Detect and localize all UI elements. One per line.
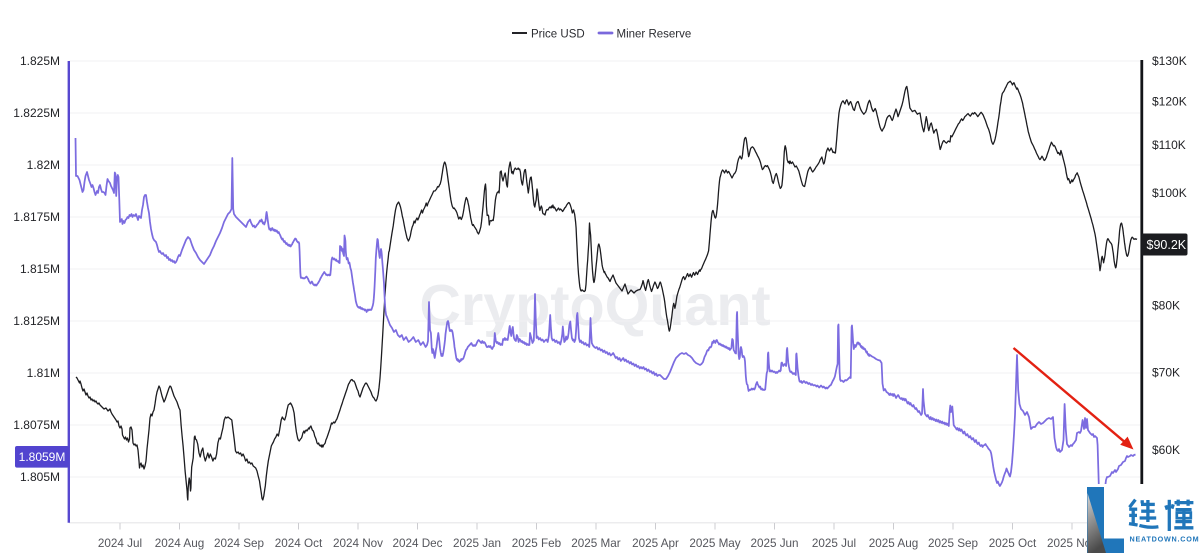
svg-text:1.81M: 1.81M xyxy=(27,366,60,380)
svg-text:2025 May: 2025 May xyxy=(689,537,740,550)
svg-text:2024 Sep: 2024 Sep xyxy=(214,537,265,550)
svg-text:1.8059M: 1.8059M xyxy=(19,450,66,464)
svg-text:2025 Feb: 2025 Feb xyxy=(512,537,562,550)
svg-text:Price USD: Price USD xyxy=(531,28,585,40)
svg-text:2025 Oct: 2025 Oct xyxy=(989,537,1037,550)
svg-text:2024 Aug: 2024 Aug xyxy=(155,537,204,550)
svg-text:2025 Jun: 2025 Jun xyxy=(750,537,798,550)
svg-text:$90.2K: $90.2K xyxy=(1147,238,1187,252)
svg-text:2024 Jul: 2024 Jul xyxy=(98,537,142,550)
svg-text:2025 Apr: 2025 Apr xyxy=(632,537,679,550)
svg-text:$100K: $100K xyxy=(1152,186,1187,200)
svg-text:2025 Nov: 2025 Nov xyxy=(1047,537,1097,550)
svg-text:2025 Aug: 2025 Aug xyxy=(869,537,918,550)
svg-text:CryptoQuant: CryptoQuant xyxy=(419,274,770,338)
svg-text:1.825M: 1.825M xyxy=(20,54,60,68)
svg-text:2024 Oct: 2024 Oct xyxy=(275,537,323,550)
svg-text:$70K: $70K xyxy=(1152,366,1180,380)
svg-text:2025 Mar: 2025 Mar xyxy=(571,537,620,550)
svg-text:2024 Nov: 2024 Nov xyxy=(333,537,383,550)
svg-text:$120K: $120K xyxy=(1152,95,1187,109)
svg-text:2025 Jan: 2025 Jan xyxy=(453,537,501,550)
svg-text:1.8075M: 1.8075M xyxy=(13,418,60,432)
svg-text:1.8175M: 1.8175M xyxy=(13,210,60,224)
svg-text:1.805M: 1.805M xyxy=(20,470,60,484)
svg-text:$110K: $110K xyxy=(1152,138,1186,152)
svg-text:$60K: $60K xyxy=(1152,443,1180,457)
svg-text:1.82M: 1.82M xyxy=(27,158,60,172)
svg-text:Miner Reserve: Miner Reserve xyxy=(617,28,692,40)
svg-text:$130K: $130K xyxy=(1152,54,1187,68)
svg-text:NEATDOWN.COM: NEATDOWN.COM xyxy=(1130,535,1200,544)
svg-text:2025 Jul: 2025 Jul xyxy=(812,537,856,550)
svg-text:2024 Dec: 2024 Dec xyxy=(392,537,442,550)
svg-text:2025 Sep: 2025 Sep xyxy=(928,537,979,550)
svg-text:1.8125M: 1.8125M xyxy=(13,314,60,328)
svg-text:1.815M: 1.815M xyxy=(20,262,60,276)
svg-text:$80K: $80K xyxy=(1152,298,1180,312)
svg-text:1.8225M: 1.8225M xyxy=(13,106,60,120)
